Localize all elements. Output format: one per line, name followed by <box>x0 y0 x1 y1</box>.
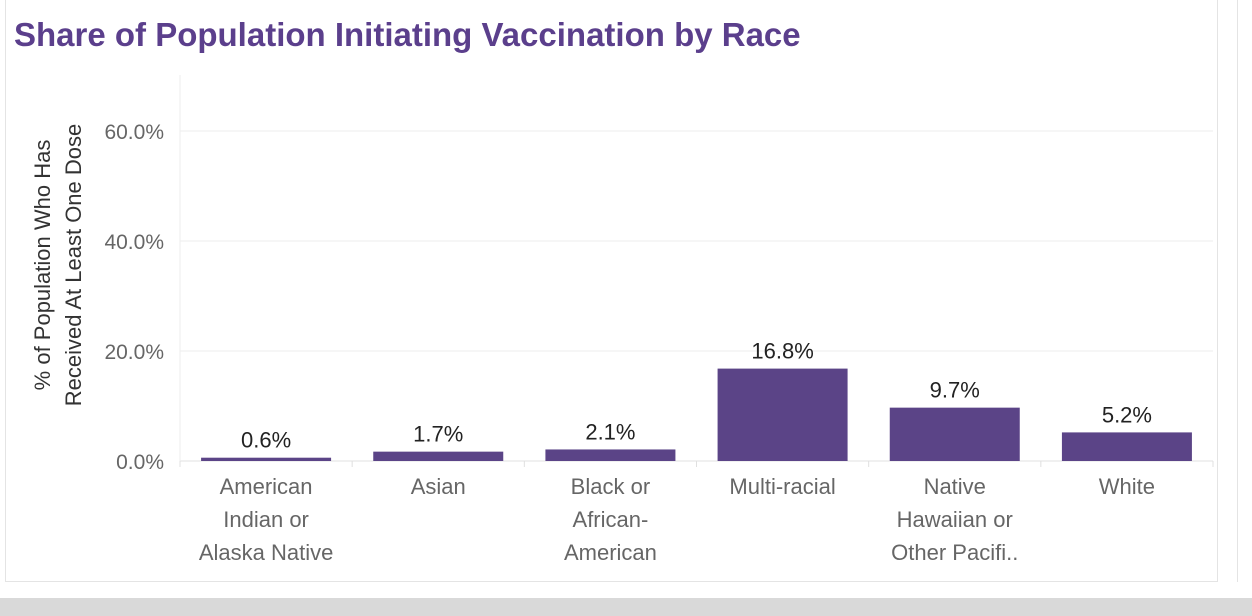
x-category-label: African- <box>573 507 649 532</box>
x-category-label: Native <box>924 474 986 499</box>
y-axis-label-line-1: % of Population Who Has <box>30 140 55 391</box>
data-label: 5.2% <box>1102 402 1152 427</box>
y-tick-label: 0.0% <box>116 451 164 474</box>
data-label: 0.6% <box>241 428 291 453</box>
chart-panel <box>5 0 1218 582</box>
data-label: 9.7% <box>930 378 980 403</box>
data-labels: 0.6% 1.7% 2.1% 16.8% 9.7% 5.2% <box>241 339 1152 453</box>
x-axis-categories: American Indian or Alaska Native Asian Black… <box>199 474 1155 565</box>
data-label: 1.7% <box>413 422 463 447</box>
y-tick-label: 40.0% <box>104 231 164 254</box>
x-category-label: Multi-racial <box>729 474 835 499</box>
x-category-label: Black or <box>571 474 650 499</box>
bar[interactable] <box>889 407 1020 461</box>
y-tick-label: 20.0% <box>104 341 164 364</box>
bar[interactable] <box>201 457 332 461</box>
bar[interactable] <box>1061 432 1192 461</box>
chart-title: Share of Population Initiating Vaccinati… <box>14 16 801 53</box>
x-category-label: Hawaiian or <box>897 507 1013 532</box>
x-category-label: Other Pacifi.. <box>891 540 1018 565</box>
bars <box>201 368 1192 461</box>
adjacent-panel-edge <box>1237 0 1252 582</box>
data-label: 2.1% <box>585 419 635 444</box>
data-label: 16.8% <box>751 339 813 364</box>
x-category-label: Indian or <box>223 507 309 532</box>
bar[interactable] <box>545 449 676 461</box>
x-category-label: Alaska Native <box>199 540 334 565</box>
x-category-label: White <box>1099 474 1155 499</box>
x-category-label: American <box>220 474 313 499</box>
x-category-label: Asian <box>411 474 466 499</box>
gridlines <box>179 75 1214 467</box>
bar[interactable] <box>717 368 848 461</box>
bottom-scroll-bar[interactable] <box>0 598 1252 616</box>
adjacent-panel-partial-text: ⋮ <box>1247 34 1252 50</box>
y-tick-label: 60.0% <box>104 121 164 144</box>
y-axis-ticks: 0.0% 20.0% 40.0% 60.0% <box>104 121 164 474</box>
y-axis-label-line-2: Received At Least One Dose <box>61 124 86 407</box>
x-category-label: American <box>564 540 657 565</box>
bar[interactable] <box>373 451 504 461</box>
